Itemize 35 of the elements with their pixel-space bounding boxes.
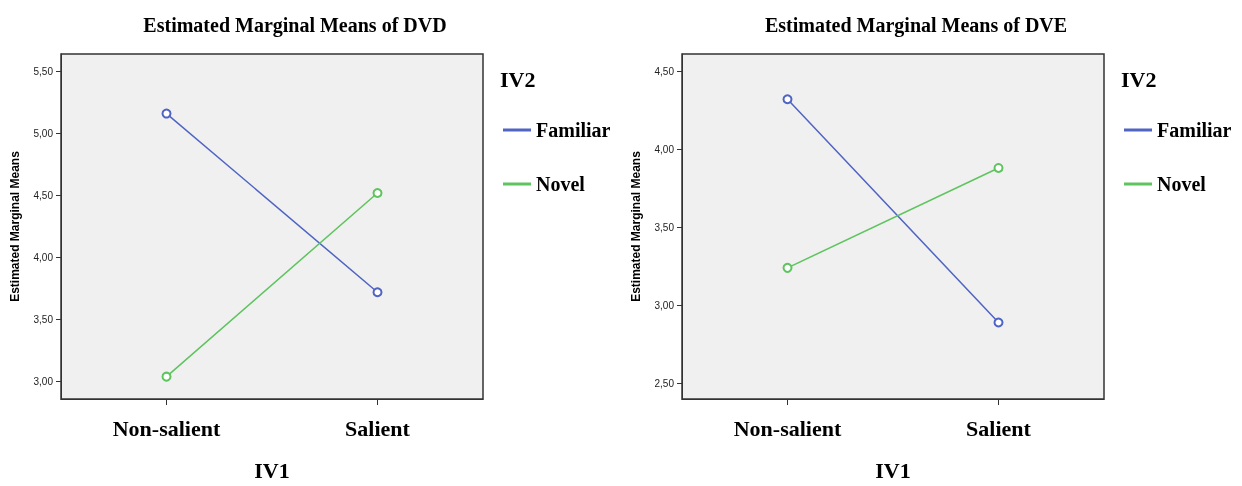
y-axis-title: Estimated Marginal Means <box>629 150 643 302</box>
chart-title: Estimated Marginal Means of DVD <box>143 14 447 37</box>
x-tick-label: Salient <box>966 415 1032 441</box>
y-tick-label: 3,50 <box>33 314 54 326</box>
legend-label: Familiar <box>536 119 611 141</box>
legend-label: Novel <box>536 173 586 195</box>
chart-title: Estimated Marginal Means of DVE <box>764 14 1068 37</box>
legend-title: IV2 <box>500 66 536 92</box>
y-tick-label: 3,00 <box>654 299 675 311</box>
point <box>161 371 172 382</box>
point <box>782 262 793 273</box>
y-tick-label: 2,50 <box>654 377 675 389</box>
y-tick-label: 3,50 <box>654 221 675 233</box>
y-axis-title: Estimated Marginal Means <box>8 150 22 302</box>
y-tick-label: 3,00 <box>33 376 54 388</box>
y-tick-label: 4,00 <box>33 252 54 264</box>
x-tick-label: Non-salient <box>733 415 842 441</box>
point <box>161 108 172 119</box>
x-axis-title: IV1 <box>254 457 290 483</box>
point <box>993 162 1004 173</box>
point <box>372 187 383 198</box>
y-tick-label: 4,50 <box>654 65 675 77</box>
legend-label: Novel <box>1157 173 1207 195</box>
x-axis-title: IV1 <box>875 457 911 483</box>
point <box>372 287 383 298</box>
y-tick-label: 4,50 <box>33 189 54 201</box>
legend-label: Familiar <box>1157 119 1232 141</box>
x-tick-label: Salient <box>345 415 411 441</box>
point <box>782 94 793 105</box>
point <box>993 317 1004 328</box>
legend-title: IV2 <box>1121 66 1157 92</box>
y-tick-label: 4,00 <box>654 143 675 155</box>
y-tick-label: 5,50 <box>33 65 54 77</box>
x-tick-label: Non-salient <box>112 415 221 441</box>
y-tick-label: 5,00 <box>33 127 54 139</box>
